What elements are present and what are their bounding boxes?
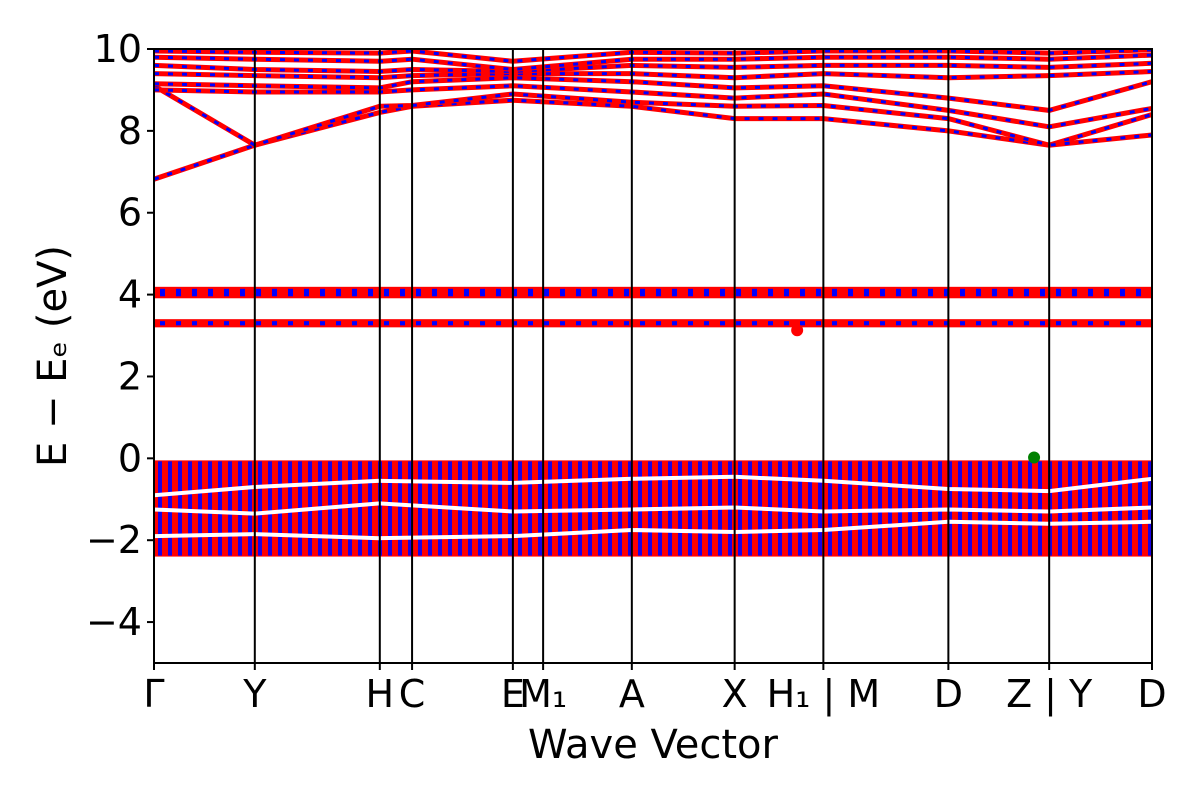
valence-gap-1 <box>154 501 1152 516</box>
y-tick-label: 8 <box>118 109 142 153</box>
x-tick-label-0: Γ <box>143 672 164 716</box>
y-tick-label: 10 <box>94 27 142 71</box>
x-axis-title: Wave Vector <box>528 722 779 768</box>
valence-gap-0 <box>154 474 1152 498</box>
flat-band-1 <box>154 319 1152 328</box>
valence-gap-2 <box>154 519 1152 541</box>
conduction-band-5 <box>154 60 1152 75</box>
flat-band-stripes-1 <box>160 321 1141 326</box>
conduction-band-spin-down-0 <box>154 98 1152 181</box>
plot-frame <box>153 48 1153 664</box>
y-tick-label: 2 <box>118 354 142 398</box>
x-tick-label-9: D <box>934 672 963 716</box>
conduction-band-0 <box>154 97 1152 182</box>
x-tick-label-2: H <box>366 672 395 716</box>
y-axis-title: E − Eₑ (eV) <box>30 245 76 467</box>
x-tick-label-7: X <box>722 672 748 716</box>
x-tick-label-10: Z | Y <box>1006 672 1093 717</box>
plot-area <box>154 49 1152 663</box>
x-axis: Γ Y H C EM₁ A X H₁ | M D Z | Y D <box>143 663 1167 717</box>
x-tick-label-5: M₁ <box>519 672 567 716</box>
vbm-marker <box>1028 451 1041 464</box>
x-tick-label-3: C <box>399 672 426 716</box>
flat-band-stripes-0 <box>160 288 1141 297</box>
y-axis: −4 −2 0 2 4 6 8 10 <box>86 27 154 644</box>
cbm-marker <box>791 324 804 337</box>
y-tick-label: 0 <box>118 436 142 480</box>
y-tick-label: −4 <box>86 600 142 644</box>
x-tick-label-11: D <box>1137 672 1166 716</box>
x-tick-label-6: A <box>619 672 645 716</box>
x-tick-label-8: H₁ | M <box>767 672 881 717</box>
x-tick-label-4: E <box>501 672 525 716</box>
x-tick-label-1: Y <box>242 672 267 716</box>
y-tick-label: 4 <box>118 273 142 317</box>
y-tick-label: −2 <box>86 518 142 562</box>
y-tick-label: 6 <box>118 191 142 235</box>
flat-band-0 <box>154 286 1152 299</box>
